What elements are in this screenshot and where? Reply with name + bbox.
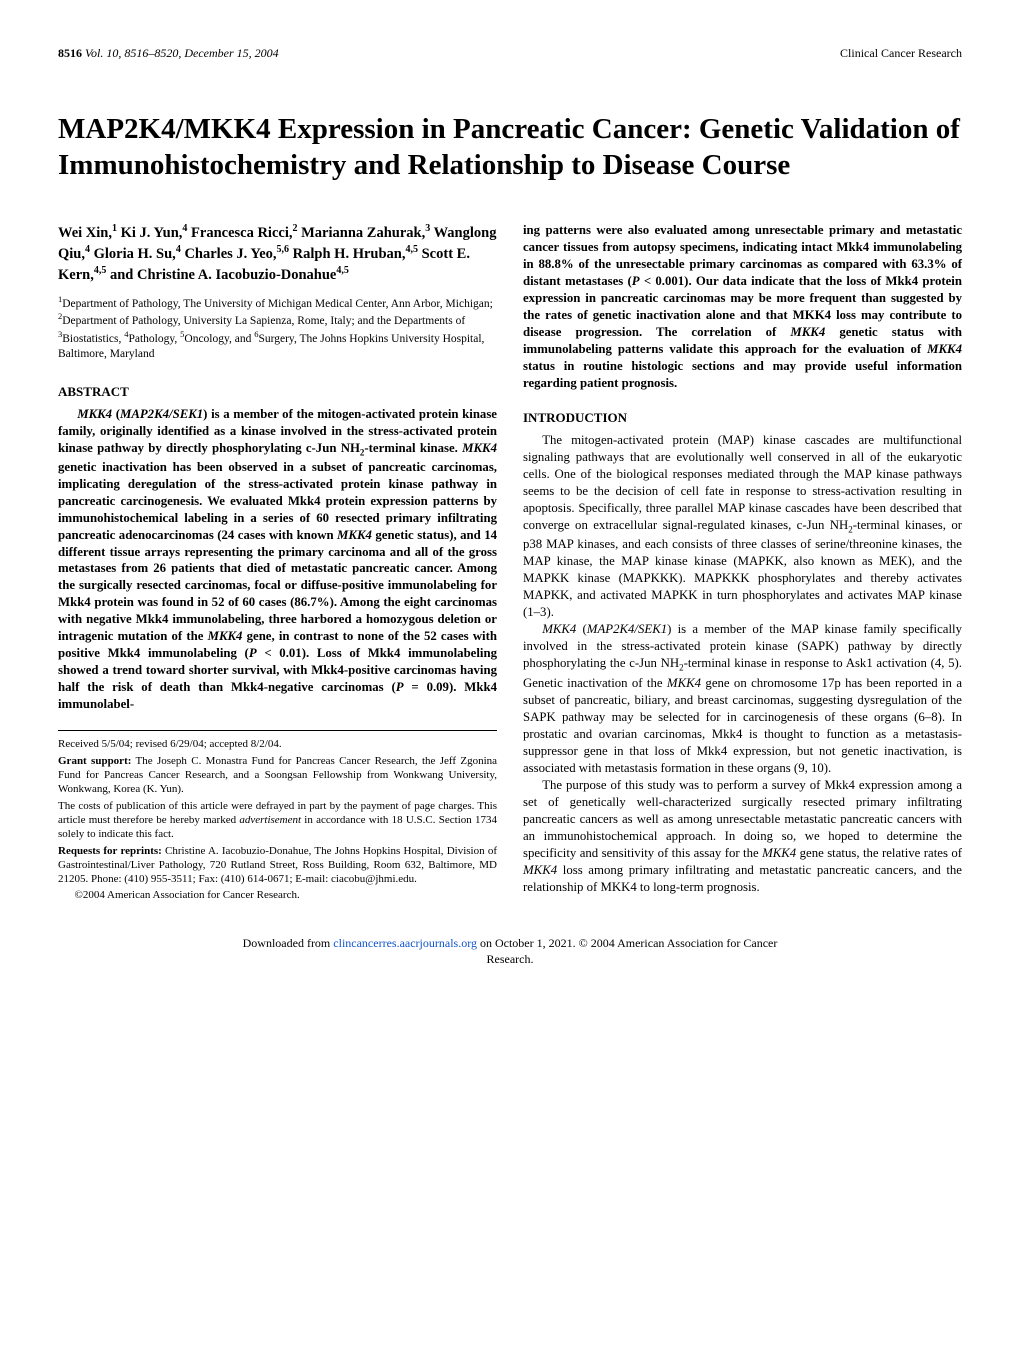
running-header: 8516 Vol. 10, 8516–8520, December 15, 20… (58, 46, 962, 61)
grant-support: Grant support: The Joseph C. Monastra Fu… (58, 754, 497, 797)
page-number: 8516 (58, 46, 82, 60)
copyright-line: ©2004 American Association for Cancer Re… (58, 888, 497, 902)
footer-link[interactable]: clincancerres.aacrjournals.org (333, 936, 477, 950)
footnote-divider (58, 730, 497, 731)
footer-suffix: on October 1, 2021. © 2004 American Asso… (477, 936, 777, 950)
footnotes: Received 5/5/04; revised 6/29/04; accept… (58, 737, 497, 902)
header-left: 8516 Vol. 10, 8516–8520, December 15, 20… (58, 46, 279, 61)
footer-line-1: Downloaded from clincancerres.aacrjourna… (58, 935, 962, 951)
footer-prefix: Downloaded from (243, 936, 334, 950)
affiliations: 1Department of Pathology, The University… (58, 294, 497, 362)
left-column: Wei Xin,1 Ki J. Yun,4 Francesca Ricci,2 … (58, 222, 497, 905)
intro-paragraph-2: MKK4 (MAP2K4/SEK1) is a member of the MA… (523, 621, 962, 777)
article-title: MAP2K4/MKK4 Expression in Pancreatic Can… (58, 111, 962, 184)
reprints-label: Requests for reprints: (58, 845, 162, 857)
introduction-heading: INTRODUCTION (523, 410, 962, 426)
reprints-line: Requests for reprints: Christine A. Iaco… (58, 844, 497, 887)
author-list: Wei Xin,1 Ki J. Yun,4 Francesca Ricci,2 … (58, 222, 497, 286)
abstract-continuation: ing patterns were also evaluated among u… (523, 222, 962, 392)
volume-info: Vol. 10, 8516–8520, December 15, 2004 (85, 46, 279, 60)
costs-line: The costs of publication of this article… (58, 799, 497, 842)
intro-paragraph-1: The mitogen-activated protein (MAP) kina… (523, 432, 962, 622)
grant-label: Grant support: (58, 755, 131, 767)
two-column-layout: Wei Xin,1 Ki J. Yun,4 Francesca Ricci,2 … (58, 222, 962, 905)
received-line: Received 5/5/04; revised 6/29/04; accept… (58, 737, 497, 751)
intro-paragraph-3: The purpose of this study was to perform… (523, 777, 962, 896)
journal-name: Clinical Cancer Research (840, 46, 962, 61)
abstract-heading: ABSTRACT (58, 384, 497, 400)
abstract-text: MKK4 (MAP2K4/SEK1) is a member of the mi… (58, 406, 497, 713)
page-footer: Downloaded from clincancerres.aacrjourna… (58, 935, 962, 967)
right-column: ing patterns were also evaluated among u… (523, 222, 962, 905)
footer-line-2: Research. (58, 951, 962, 967)
